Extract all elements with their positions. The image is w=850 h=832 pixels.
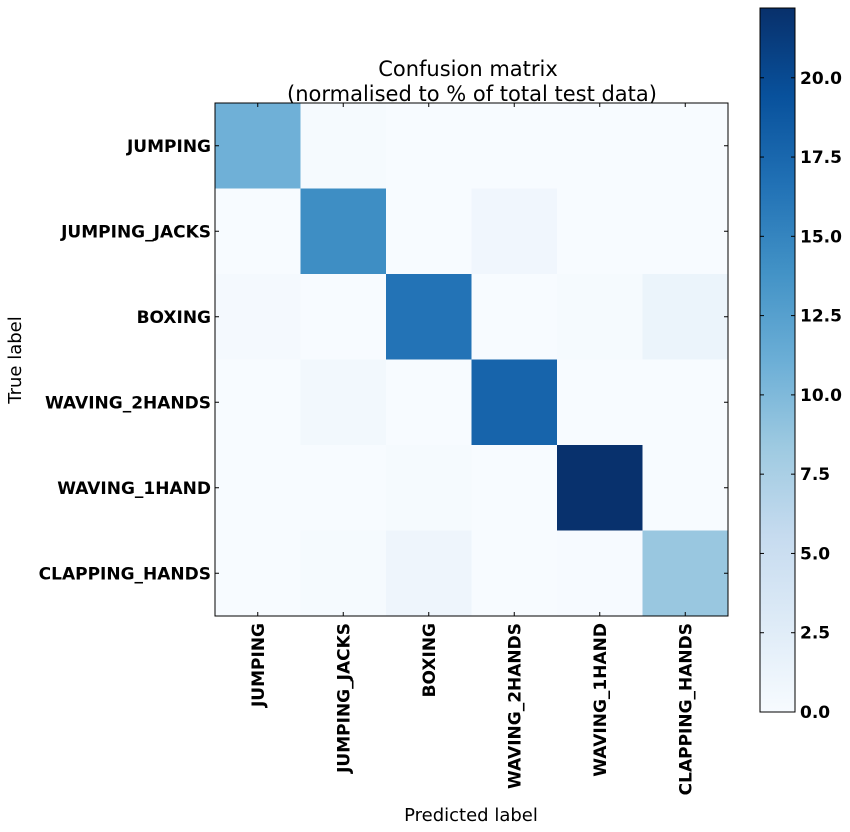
colorbar-tick-label: 12.5 [800,307,842,327]
y-tick-label: WAVING_2HANDS [45,393,211,413]
heatmap-cell [300,530,387,617]
heatmap-cell [300,359,387,446]
heatmap-cell [215,445,301,531]
heatmap-cell [642,188,729,275]
x-tick-label: JUMPING [249,623,269,708]
x-tick-label: CLAPPING_HANDS [676,623,696,795]
heatmap-cell [557,188,643,275]
heatmap-cell [471,359,558,446]
heatmap-cell [386,530,472,617]
heatmap-cell [386,188,472,275]
y-tick-label: CLAPPING_HANDS [39,564,211,584]
x-tick-label: WAVING_1HAND [591,623,611,777]
heatmap-cell [215,188,301,275]
heatmap-cell [300,188,387,275]
x-axis-label: Predicted label [404,805,538,826]
heatmap-cell [642,103,729,189]
y-tick-label: WAVING_1HAND [57,479,211,499]
colorbar-tick-label: 10.0 [800,386,842,406]
colorbar-ticks: 0.0 2.5 5.0 7.5 10.0 12.5 15.0 17.5 20.0 [760,69,842,723]
heatmap-cell [215,274,301,360]
heatmap-cell [386,103,472,189]
heatmap-cell [215,530,301,617]
heatmap-cell [471,103,558,189]
colorbar-tick-label: 0.0 [800,703,830,723]
heatmap-cell [557,274,643,360]
heatmap-cell [300,445,387,531]
axis-ticks [215,103,728,616]
colorbar-tick-label: 17.5 [800,148,842,168]
heatmap-cells [215,103,729,617]
heatmap-cell [557,445,643,531]
heatmap-cell [557,359,643,446]
chart-title-line-1: Confusion matrix [378,57,558,81]
heatmap-cell [300,103,387,189]
heatmap-cell [642,359,729,446]
heatmap-cell [215,359,301,446]
heatmap-cell [557,530,643,617]
x-tick-label: BOXING [420,623,440,697]
colorbar-tick-label: 15.0 [800,227,842,247]
heatmap-cell [300,274,387,360]
heatmap-cell [471,445,558,531]
plot-frame [214,102,729,617]
x-tick-label: WAVING_2HANDS [505,623,525,789]
heatmap-cell [642,530,729,617]
heatmap-cell [471,188,558,275]
heatmap-cell [386,274,472,360]
heatmap-cell [642,445,729,531]
x-tick-label: JUMPING_JACKS [334,623,354,774]
heatmap-cell [386,359,472,446]
y-tick-label: JUMPING [126,137,211,157]
heatmap-cell [557,103,643,189]
colorbar-tick-label: 7.5 [800,465,830,485]
heatmap-cell [386,445,472,531]
colorbar-tick-label: 20.0 [800,69,842,89]
heatmap-cell [215,103,301,189]
colorbar-tick-label: 5.0 [800,544,830,564]
colorbar [759,7,796,713]
chart-title-line-2: (normalised to % of total test data) [287,82,657,106]
heatmap-cell [471,274,558,360]
colorbar-tick-label: 2.5 [800,624,830,644]
y-tick-label: BOXING [137,308,211,328]
x-tick-labels: JUMPING JUMPING_JACKS BOXING WAVING_2HANDS W… [249,623,697,795]
heatmap-cell [471,530,558,617]
y-axis-label: True label [5,316,26,405]
heatmap-cell [642,274,729,360]
y-tick-labels: JUMPING JUMPING_JACKS BOXING WAVING_2HANDS W… [39,137,211,585]
y-tick-label: JUMPING_JACKS [60,222,211,242]
